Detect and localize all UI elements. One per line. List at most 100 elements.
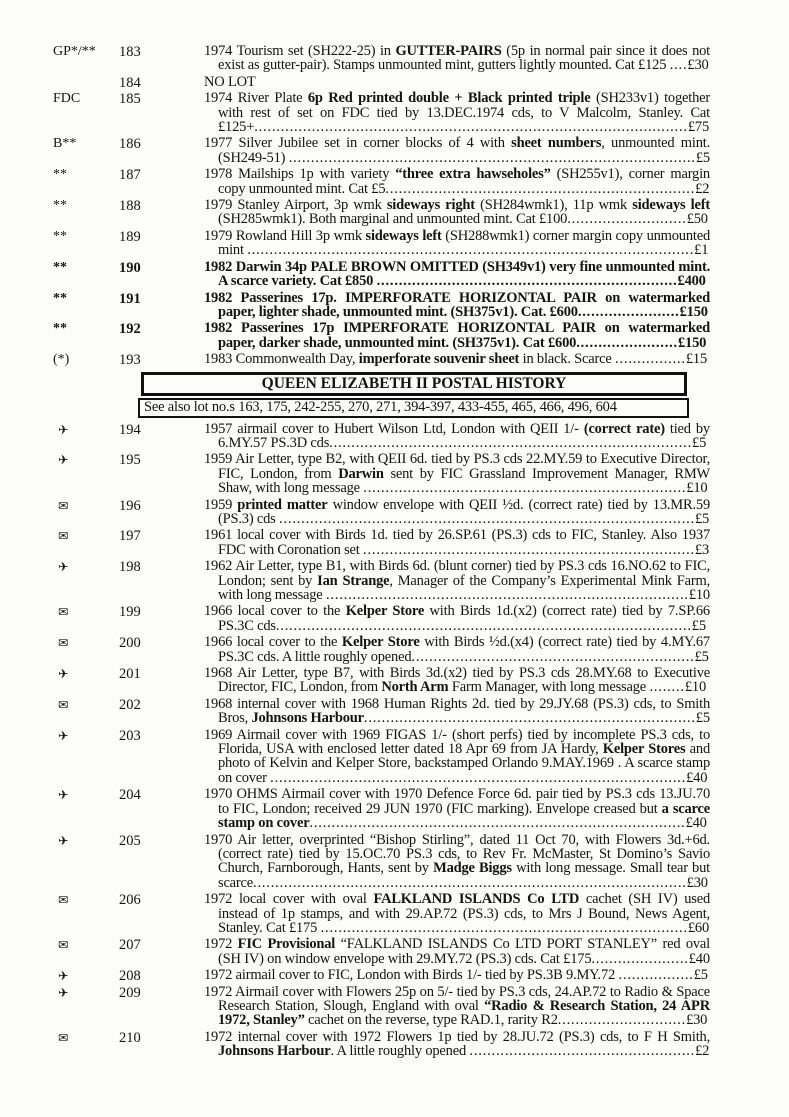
lot-row: ✉ 206 1972 local cover with oval FALKLAND … — [0, 892, 789, 935]
lot-price: £2 — [695, 1043, 710, 1060]
lot-number: 187 — [119, 167, 141, 184]
lot-description: 1966 local cover to the Kelper Store wit… — [204, 634, 710, 665]
text: 1979 Rowland Hill 3p wmk — [204, 227, 366, 244]
leader-dots: ........................................… — [385, 180, 696, 197]
bold-text: Madge Biggs — [433, 860, 512, 877]
airmail-icon: ✈ — [58, 727, 69, 743]
text: (SH255v1), corner margin copy unmounted … — [218, 166, 710, 197]
lot-row: ** 190 1982 Darwin 34p PALE BROWN OMITTED … — [0, 259, 789, 290]
envelope-icon: ✉ — [58, 635, 69, 651]
lot-price: £30 — [686, 1012, 708, 1029]
lot-price: £40 — [688, 950, 710, 967]
lot-price: £10 — [688, 587, 710, 603]
symbol-label: ** — [53, 321, 67, 337]
lot-price: £5 — [694, 648, 709, 665]
text: , Manager of the Company’s Experimental … — [218, 572, 711, 603]
bold-text: North Arm — [381, 679, 449, 696]
lot-number: 190 — [119, 259, 141, 276]
lot-number: 195 — [119, 452, 141, 469]
bold-text: sideways left — [365, 227, 442, 244]
lot-row: ** 187 1978 Mailships 1p with variety “thr… — [0, 167, 789, 196]
lot-description: 1979 Rowland Hill 3p wmk sideways left (… — [204, 227, 711, 259]
text: 1979 Stanley Airport, 3p wmk — [204, 197, 387, 214]
symbol-label: ** — [53, 228, 67, 244]
leader-dots: ........................................… — [469, 1043, 696, 1060]
lot-description: 1968 Air Letter, type B7, with Birds 3d.… — [204, 666, 710, 696]
text: NO LOT — [204, 73, 256, 90]
envelope-icon: ✉ — [58, 696, 69, 712]
text: (SH284wmk1), 11p wmk — [474, 197, 633, 214]
lot-number: 197 — [119, 528, 141, 545]
lot-price: £5 — [695, 149, 710, 166]
lot-number: 196 — [119, 497, 141, 514]
envelope-icon: ✉ — [58, 528, 69, 544]
bold-text: Darwin — [338, 465, 384, 482]
text: . A little roughly opened — [330, 1043, 470, 1060]
lot-price: £30 — [687, 57, 709, 74]
lot-number: 203 — [119, 727, 141, 744]
lot-number: 207 — [119, 937, 141, 954]
bold-text: “three extra hawseholes” — [395, 166, 551, 183]
text: 1966 local cover to the — [204, 603, 346, 620]
lot-price: £5 — [695, 510, 710, 527]
lot-row: ** 191 1982 Passerines 17p. IMPERFORATE HO… — [0, 290, 789, 320]
lot-description: 1974 River Plate 6p Red printed double +… — [204, 91, 710, 136]
lot-row: B** 186 1977 Silver Jubilee set in corner … — [0, 136, 789, 165]
lot-row: ** 188 1979 Stanley Airport, 3p wmk sidewa… — [0, 198, 789, 227]
text: 1974 River Plate — [204, 90, 308, 107]
leader-dots: ........................................… — [254, 119, 688, 136]
envelope-icon: ✉ — [58, 604, 69, 620]
text: 1968 Air Letter, type B7, with Birds 3d.… — [204, 665, 710, 696]
lot-description: 1974 Tourism set (SH222-25) in GUTTER-PA… — [204, 44, 710, 74]
section-title: QUEEN ELIZABETH II POSTAL HISTORY — [261, 374, 567, 392]
bold-text: 1982 Passerines 17p IMPERFORATE HORIZONT… — [204, 320, 710, 351]
lot-description: 1966 local cover to the Kelper Store wit… — [204, 603, 710, 634]
airmail-icon: ✈ — [58, 452, 69, 468]
text: (SH285wmk1). Both marginal and unmounted… — [218, 211, 568, 228]
lot-price: £150 — [679, 303, 708, 320]
text: and photo of Kelvin and Kelper Store, ba… — [218, 741, 710, 786]
lot-price: £3 — [694, 541, 710, 558]
section-header-box: QUEEN ELIZABETH II POSTAL HISTORY — [141, 371, 687, 396]
leader-dots: ........................................… — [329, 434, 693, 451]
bold-text: Kelper Stores — [602, 741, 686, 758]
leader-dots: ........................................… — [309, 815, 686, 832]
text: with long message. Small tear but scarce — [218, 860, 710, 891]
bold-text: Ian Strange — [317, 572, 390, 589]
bold-text: imperforate souvenir sheet — [358, 351, 520, 368]
airmail-icon: ✈ — [58, 832, 69, 848]
symbol-label: FDC — [53, 91, 81, 107]
lot-row: ✈ 198 1962 Air Letter, type B1, with Birds… — [0, 559, 789, 603]
envelope-icon: ✉ — [58, 892, 69, 908]
leader-dots: ........................................… — [376, 273, 678, 290]
leader-dots: ...................... — [591, 950, 689, 967]
catalog-list: GP*/** 183 1974 Tourism set (SH222-25) in … — [0, 44, 789, 1059]
text: with Birds 1d.(x2) (correct rate) tied b… — [218, 603, 710, 634]
leader-dots: ........................................… — [363, 710, 696, 727]
bold-text: FIC Provisional — [237, 936, 336, 953]
lot-number: 209 — [119, 984, 141, 1001]
lot-number: 199 — [119, 604, 141, 621]
lot-number: 198 — [119, 559, 141, 576]
text: cachet (SH IV) used instead of 1p stamps… — [218, 891, 710, 936]
text: 1972 local cover with oval — [204, 891, 374, 908]
text: sent by FIC Grassland Improvement Manage… — [218, 465, 710, 497]
text: (SH288wmk1) corner margin copy unmounted… — [218, 227, 711, 259]
text: , unmounted mint. (SH249-51) — [218, 135, 710, 166]
bold-text: “Radio & Research Station, 24 APR 1972, … — [218, 997, 710, 1029]
leader-dots: ........................................… — [288, 149, 696, 166]
catalog-page: GP*/** 183 1974 Tourism set (SH222-25) in … — [0, 44, 789, 1059]
lot-number: 183 — [119, 44, 141, 60]
lot-row: 184 NO LOT — [0, 73, 789, 91]
lot-description: 1982 Passerines 17p. IMPERFORATE HORIZON… — [204, 290, 710, 320]
lot-description: 1972 local cover with oval FALKLAND ISLA… — [204, 891, 710, 936]
lot-row: ✉ 202 1968 internal cover with 1968 Human … — [0, 696, 789, 727]
text: 1972 airmail cover to FIC, London with B… — [204, 967, 619, 984]
lot-number: 210 — [119, 1029, 141, 1046]
bold-text: Kelper Store — [341, 634, 420, 651]
airmail-icon: ✈ — [58, 984, 69, 1000]
lot-row: ✉ 199 1966 local cover to the Kelper Store… — [0, 604, 789, 633]
text: cachet on the reverse, type RAD.1, rarit… — [304, 1012, 558, 1029]
lot-price: £40 — [685, 815, 707, 832]
lot-number: 188 — [119, 198, 141, 215]
